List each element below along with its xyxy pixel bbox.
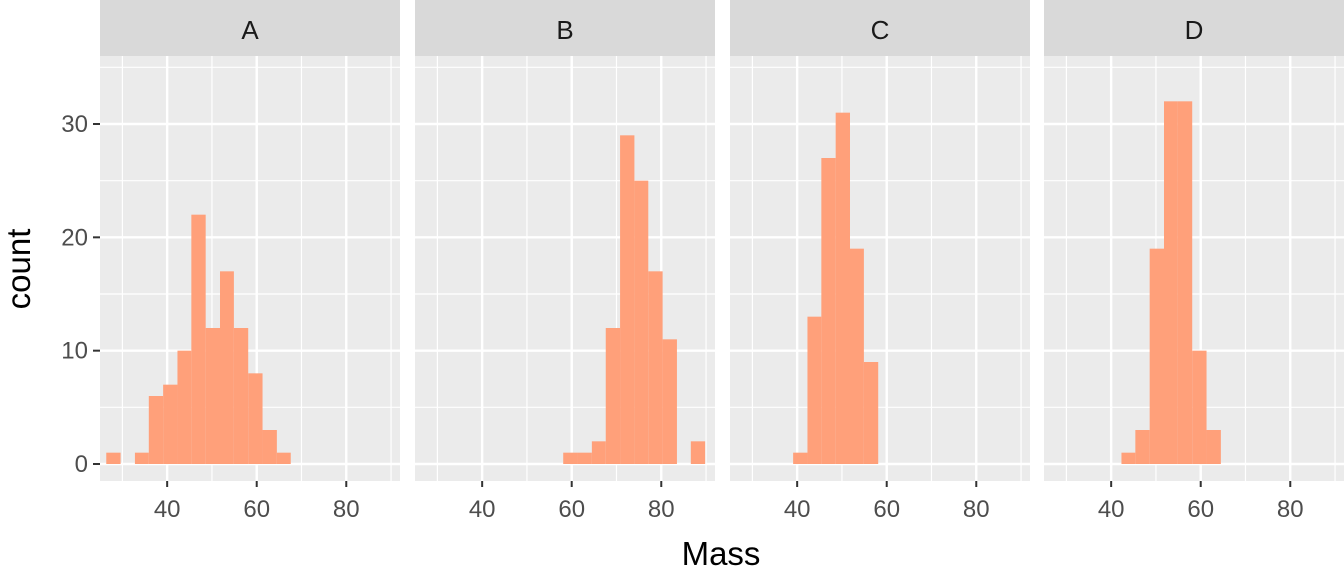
x-tick-label: 40 <box>1098 496 1125 523</box>
facet-strip <box>1044 0 1344 56</box>
x-tick-label: 80 <box>963 496 990 523</box>
x-tick-label: 40 <box>154 496 181 523</box>
histogram-bar <box>191 214 206 464</box>
x-tick-label: 60 <box>243 496 270 523</box>
histogram-bar <box>662 339 677 464</box>
histogram-bar <box>690 441 706 464</box>
histogram-bar <box>106 452 121 464</box>
facet-panel-d: D 40 60 80 <box>1044 0 1344 523</box>
x-tick-label: 80 <box>1277 496 1304 523</box>
y-axis: 0 10 20 30 <box>61 111 100 478</box>
histogram-bar <box>1206 430 1221 464</box>
histogram-bar <box>1135 430 1150 464</box>
panel-background <box>730 56 1030 481</box>
histogram-bar <box>605 328 621 464</box>
histogram-bar <box>1164 101 1178 464</box>
y-tick-label: 0 <box>75 451 88 478</box>
y-tick-label: 20 <box>61 224 88 251</box>
histogram-bar <box>850 248 864 464</box>
facet-strip-label: C <box>871 15 890 45</box>
y-tick-label: 30 <box>61 111 88 138</box>
y-axis-title: count <box>0 229 37 310</box>
y-tick-label: 10 <box>61 338 88 365</box>
histogram-bar <box>276 452 291 464</box>
histogram-bar <box>148 396 164 464</box>
x-tick-label: 80 <box>333 496 360 523</box>
histogram-bar <box>1121 452 1136 464</box>
x-tick-label: 60 <box>873 496 900 523</box>
histogram-bar <box>591 441 606 464</box>
histogram-bar <box>1192 350 1207 464</box>
histogram-bar <box>1177 101 1193 464</box>
histogram-bar <box>205 328 220 464</box>
histogram-bar <box>248 373 263 464</box>
facet-strip <box>730 0 1030 56</box>
histogram-bar <box>220 271 234 464</box>
histogram-bar <box>793 452 808 464</box>
histogram-bar <box>163 384 178 464</box>
facet-strip <box>100 0 400 56</box>
facet-strip-label: D <box>1185 15 1204 45</box>
x-axis-title: Mass <box>682 535 761 572</box>
histogram-bar <box>835 112 850 465</box>
histogram-bar <box>577 452 592 464</box>
histogram-bar <box>134 452 149 464</box>
histogram-bar <box>807 316 822 464</box>
facet-panel-b: B 40 60 80 <box>415 0 715 523</box>
facet-strip-label: B <box>556 15 573 45</box>
x-tick-label: 40 <box>784 496 811 523</box>
facet-strip-label: A <box>241 15 259 45</box>
histogram-bar <box>1149 248 1164 464</box>
histogram-bar <box>262 430 277 464</box>
x-tick-label: 60 <box>558 496 585 523</box>
x-tick-label: 40 <box>469 496 496 523</box>
facet-panels: A 40 60 80 B 40 60 80 C 40 60 80 D 40 60 80 <box>100 0 1344 523</box>
histogram-bar <box>634 180 649 464</box>
histogram-bar <box>863 362 879 464</box>
x-tick-label: 60 <box>1187 496 1214 523</box>
histogram-bar <box>233 328 249 464</box>
facet-strip <box>415 0 715 56</box>
x-tick-label: 80 <box>648 496 675 523</box>
histogram-bar <box>563 452 578 464</box>
facet-panel-a: A 40 60 80 <box>100 0 400 523</box>
histogram-bar <box>177 350 192 464</box>
facet-panel-c: C 40 60 80 <box>730 0 1030 523</box>
histogram-bar <box>620 135 635 465</box>
histogram-bar <box>821 158 836 464</box>
histogram-bar <box>648 271 663 464</box>
